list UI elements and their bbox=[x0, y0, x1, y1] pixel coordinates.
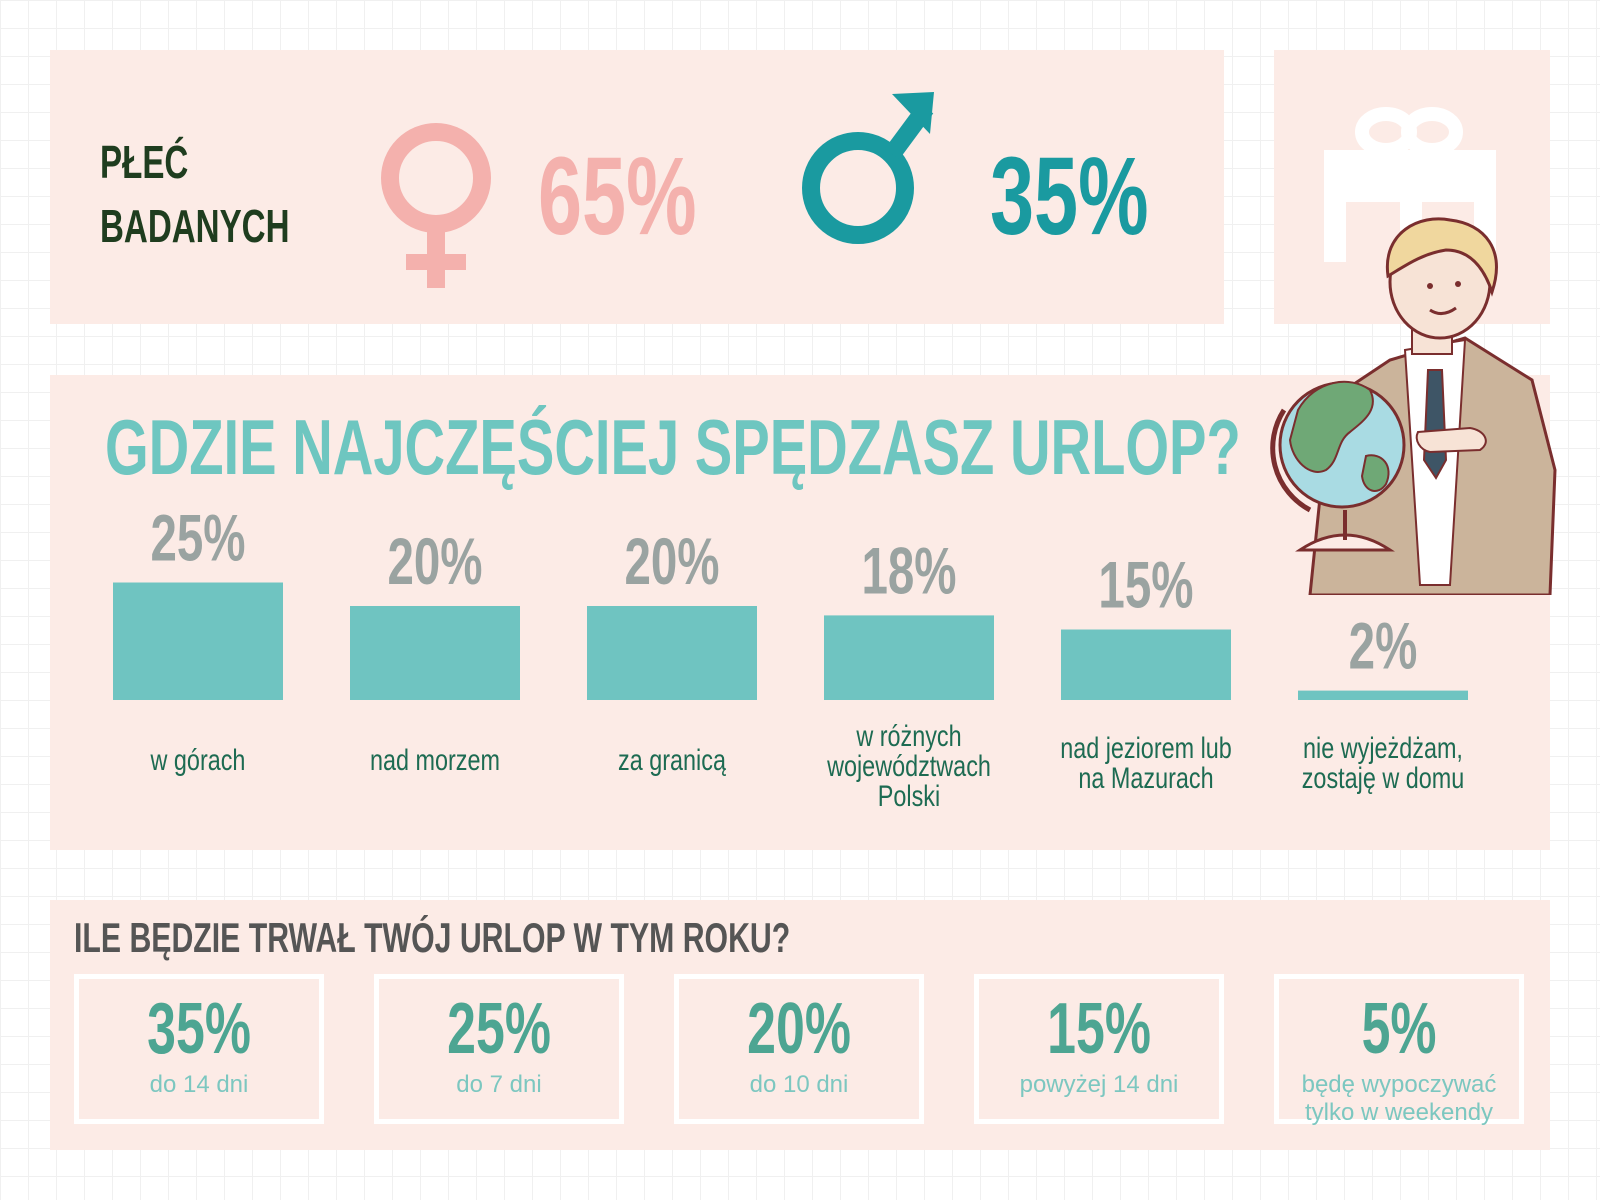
bar-6 bbox=[1298, 690, 1468, 700]
category-label: nad jeziorem lub bbox=[1060, 731, 1232, 764]
category-label: nie wyjeżdżam, bbox=[1303, 731, 1463, 764]
category-label: województwach bbox=[826, 749, 991, 782]
duration-panel: ILE BĘDZIE TRWAŁ TWÓJ URLOP W TYM ROKU? … bbox=[50, 900, 1550, 1150]
duration-value: 25% bbox=[447, 989, 551, 1069]
bar-value-label: 15% bbox=[1098, 549, 1193, 622]
female-percentage: 65% bbox=[538, 135, 697, 258]
male-symbol-icon bbox=[802, 92, 934, 244]
male-percentage: 35% bbox=[990, 135, 1149, 258]
man-holding-globe-illustration bbox=[1270, 217, 1557, 595]
bar-value-label: 2% bbox=[1349, 610, 1418, 683]
category-label: nad morzem bbox=[370, 743, 500, 776]
duration-value: 15% bbox=[1047, 989, 1151, 1069]
duration-title: ILE BĘDZIE TRWAŁ TWÓJ URLOP W TYM ROKU? bbox=[74, 914, 791, 961]
bar-value-label: 20% bbox=[387, 525, 482, 598]
gender-panel: PŁEĆ BADANYCH 65% 35% bbox=[50, 50, 1224, 324]
category-label: Polski bbox=[878, 779, 940, 812]
gender-title: PŁEĆ BADANYCH bbox=[100, 130, 363, 258]
duration-card: 25% do 7 dni bbox=[374, 974, 624, 1124]
category-label: w różnych bbox=[855, 719, 961, 752]
bar-3 bbox=[587, 606, 757, 700]
bar-1 bbox=[113, 582, 283, 700]
duration-value: 5% bbox=[1361, 989, 1437, 1069]
bar-2 bbox=[350, 606, 520, 700]
duration-card: 15% powyżej 14 dni bbox=[974, 974, 1224, 1124]
gender-title-line1: PŁEĆ bbox=[100, 136, 189, 188]
duration-label: będę wypoczywać tylko w weekendy bbox=[1301, 1071, 1497, 1126]
duration-card: 5% będę wypoczywać tylko w weekendy bbox=[1274, 974, 1524, 1126]
female-symbol-icon bbox=[381, 123, 491, 288]
duration-label: powyżej 14 dni bbox=[1019, 1071, 1179, 1098]
duration-label: do 7 dni bbox=[456, 1071, 542, 1098]
duration-card: 20% do 10 dni bbox=[674, 974, 924, 1124]
duration-value: 20% bbox=[747, 989, 851, 1069]
bar-5 bbox=[1061, 629, 1231, 700]
category-label: w górach bbox=[150, 743, 246, 776]
destination-bar-chart: 25% w górach 20% nad morzem 20% za granicą 18%… bbox=[113, 502, 1468, 813]
duration-value: 35% bbox=[147, 989, 251, 1069]
bar-value-label: 20% bbox=[624, 525, 719, 598]
gender-title-line2: BADANYCH bbox=[100, 200, 290, 252]
bar-value-label: 25% bbox=[150, 502, 245, 575]
destination-title: GDZIE NAJCZĘŚCIEJ SPĘDZASZ URLOP? bbox=[105, 403, 1241, 491]
bar-4 bbox=[824, 615, 994, 700]
category-label: zostaję w domu bbox=[1302, 761, 1465, 794]
category-label: za granicą bbox=[618, 743, 726, 776]
category-label: na Mazurach bbox=[1078, 761, 1213, 794]
duration-label: do 10 dni bbox=[749, 1071, 849, 1098]
duration-card: 35% do 14 dni bbox=[74, 974, 324, 1124]
duration-label: do 14 dni bbox=[149, 1071, 249, 1098]
bar-value-label: 18% bbox=[861, 535, 956, 608]
